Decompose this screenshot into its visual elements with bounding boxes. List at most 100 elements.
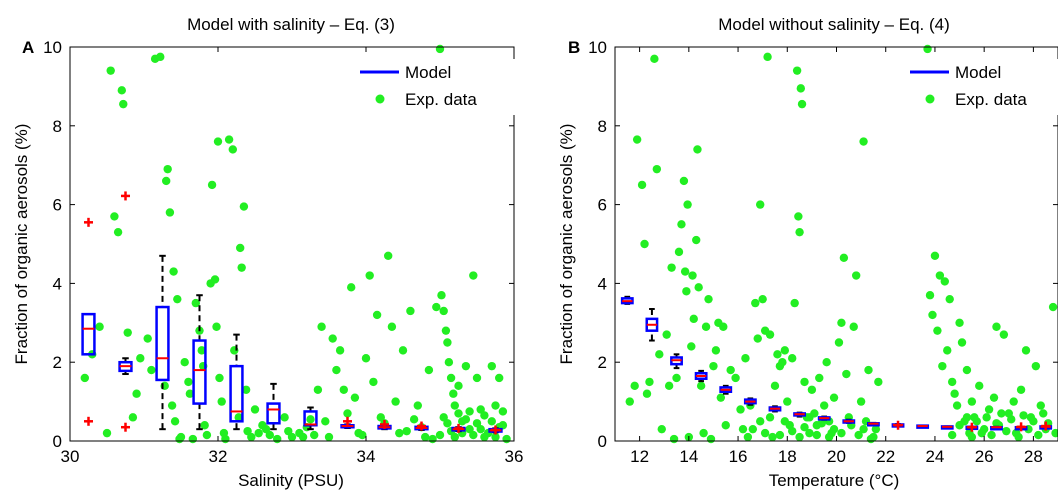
panel-b-data-point [796, 84, 806, 93]
panel-a-data-point [280, 413, 289, 422]
panel-a-data-point [202, 430, 212, 440]
panel-b-data-point [837, 318, 846, 327]
panel-b-legend-model-label: Model [955, 63, 1001, 82]
panel-a-data-point [102, 428, 112, 438]
panel-a-data-point [491, 401, 500, 410]
panel-b-data-point [874, 377, 883, 387]
panel-b-data-point [753, 334, 762, 343]
panel-a-data-point [184, 377, 193, 387]
panel-b-ylabel: Fraction of organic aerosols (%) [557, 124, 576, 365]
panel-a-x-tick-label: 34 [357, 447, 376, 466]
panel-b-data-point [688, 271, 697, 280]
panel-a-data-point [335, 346, 345, 355]
panel-b-data-point [992, 322, 1001, 331]
panel-a-plot-area: 0 2 4 6 8 10 30 32 34 36 [43, 38, 523, 466]
panel-a-data-point [469, 271, 478, 280]
panel-a-data-point [143, 334, 152, 343]
panel-a-data-point [234, 413, 243, 422]
panel-a-data-point [170, 417, 180, 426]
panel-b-y-tick-label: 6 [598, 196, 607, 215]
panel-b-data-point [1051, 428, 1058, 438]
panel-a-outlier-marker [84, 217, 93, 227]
panel-b-data-point [871, 424, 881, 434]
panel-b-data-point [925, 291, 935, 300]
panel-a-data-point [173, 294, 182, 304]
panel-a-data-point [491, 432, 500, 442]
panel-a-data-point [132, 389, 141, 398]
panel-b-data-point [805, 413, 814, 422]
panel-b-data-point [736, 405, 745, 414]
panel-b-data-point [765, 330, 775, 339]
panel-a-data-point [465, 407, 474, 416]
panel-b-data-point [689, 314, 698, 324]
panel-a-data-point [188, 434, 198, 444]
panel-a-data-point [328, 334, 337, 343]
panel-b-data-point [640, 239, 649, 249]
panel-a-box [81, 312, 96, 356]
panel-a-data-point [409, 415, 419, 424]
panel-b-data-point [682, 287, 691, 296]
panel-b-data-point [1036, 401, 1045, 410]
panel-a-data-point [358, 430, 367, 440]
panel-a-data-point [343, 409, 352, 418]
panel-a-data-point [273, 434, 282, 444]
panel-b-data-point [687, 342, 696, 351]
panel-a-outlier-marker [454, 423, 463, 433]
panel-a-data-point [317, 322, 326, 331]
panel-b-data-point [662, 330, 671, 339]
panel-a-outlier-marker [380, 419, 389, 429]
panel-b-data-point [751, 298, 760, 308]
panel-b-x-tick-label: 16 [729, 447, 748, 466]
panel-a-data-point [165, 208, 175, 217]
panel-b-data-point [701, 322, 711, 331]
panel-a-data-point [236, 243, 245, 253]
panel-a-data-point [443, 338, 452, 347]
panel-b-data-point [800, 377, 809, 387]
panel-b-data-point [989, 393, 999, 402]
panel-a-box [266, 402, 281, 425]
panel-a-data-point [361, 354, 371, 363]
panel-b-data-point [794, 212, 803, 221]
panel-b-data-point [706, 434, 716, 444]
panel-b-data-point [866, 434, 876, 444]
panel-a-data-point [167, 401, 177, 410]
panel-a-data-point [95, 322, 104, 331]
panel-b-data-point [788, 354, 797, 363]
panel-a-data-point [106, 66, 115, 75]
panel-b-legend: Model Exp. data [903, 59, 1058, 115]
panel-a-data-point [384, 251, 393, 261]
panel-a-data-point [454, 381, 463, 391]
panel-b-data-point [756, 200, 765, 209]
panel-a-data-point [395, 428, 404, 438]
panel-b-data-point [923, 44, 932, 54]
panel-b-data-point [1009, 397, 1018, 406]
panel-b-data-point [696, 381, 706, 391]
panel-a-legend-data-label: Exp. data [405, 90, 477, 109]
panel-a-outlier-marker [417, 421, 426, 431]
panel-a-data-point [310, 430, 319, 440]
panel-b-data-point [935, 271, 945, 280]
panel-a-data-point [406, 306, 415, 316]
panel-a-data-point [197, 346, 206, 355]
panel-b-data-point [1007, 415, 1016, 424]
panel-a-data-point [313, 385, 323, 394]
panel-b-data-point [795, 227, 804, 237]
panel-a-data-point [402, 426, 411, 436]
panel-b-data-point [683, 200, 692, 209]
panel-a-data-point [439, 306, 448, 316]
panel-a-box [155, 305, 170, 382]
panel-a-data-point [443, 419, 452, 428]
panel-b-data-point [955, 421, 964, 430]
panel-a-data-point [435, 44, 445, 54]
panel-b-data-point [812, 430, 822, 440]
panel-b-data-point [984, 405, 994, 414]
panel-a-data-point [472, 373, 482, 383]
panel-b-data-point [992, 419, 1001, 428]
panel-b-data-point [829, 393, 839, 402]
panel-b-data-point [1034, 430, 1043, 440]
panel-a-legend-data-swatch [375, 94, 385, 104]
panel-b-data-point [763, 52, 772, 62]
panel-b-data-point [716, 393, 726, 402]
panel-a-data-point [185, 389, 195, 398]
panel-b-data-point [748, 424, 758, 434]
